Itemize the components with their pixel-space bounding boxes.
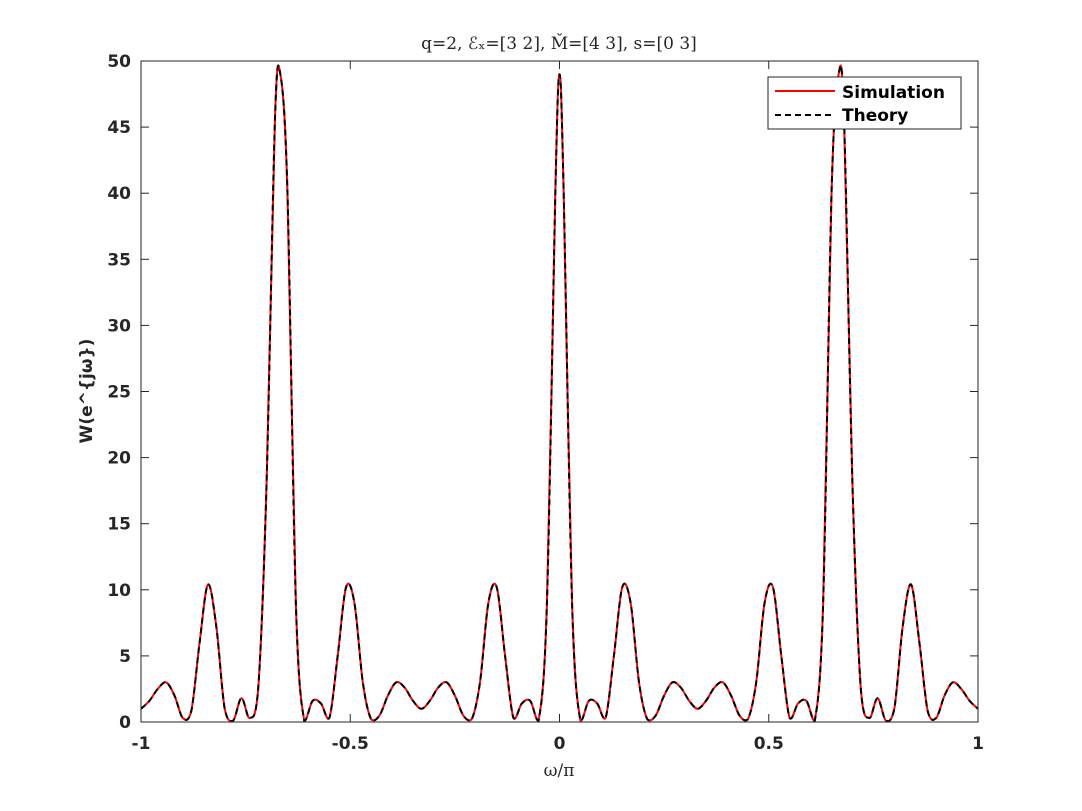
plot-area	[141, 61, 978, 722]
x-tick-label: -0.5	[332, 734, 369, 754]
x-axis-ticks: -1 -0.5 0 0.5 1	[132, 61, 984, 754]
x-tick-label: -1	[132, 734, 151, 754]
legend: Simulation Theory	[767, 76, 962, 130]
y-tick-label: 25	[107, 383, 131, 403]
x-tick-label: 0	[554, 734, 566, 754]
y-tick-label: 15	[107, 515, 131, 535]
y-tick-label: 0	[119, 713, 131, 733]
series-layer	[140, 64, 979, 723]
series-line-theory	[140, 64, 979, 723]
x-tick-label: 0.5	[754, 734, 784, 754]
x-axis-label: ω/π	[544, 761, 575, 781]
chart-title: q=2, ℰₓ=[3 2], M̌=[4 3], s=[0 3]	[421, 34, 697, 54]
y-axis-label: W(e^{jω})	[77, 339, 97, 444]
y-tick-label: 10	[107, 581, 131, 601]
y-tick-label: 5	[119, 647, 131, 667]
x-tick-label: 1	[972, 734, 984, 754]
y-tick-label: 45	[107, 118, 131, 138]
y-axis-ticks: 0 5 10 15 20 25 30 35 40 45 50	[107, 52, 978, 733]
y-tick-label: 35	[107, 250, 131, 270]
legend-label-simulation: Simulation	[842, 83, 945, 103]
y-tick-label: 40	[107, 184, 131, 204]
y-tick-label: 50	[107, 52, 131, 72]
y-tick-label: 20	[107, 449, 131, 469]
legend-box	[767, 76, 962, 130]
legend-label-theory: Theory	[842, 106, 908, 126]
y-tick-label: 30	[107, 316, 131, 336]
